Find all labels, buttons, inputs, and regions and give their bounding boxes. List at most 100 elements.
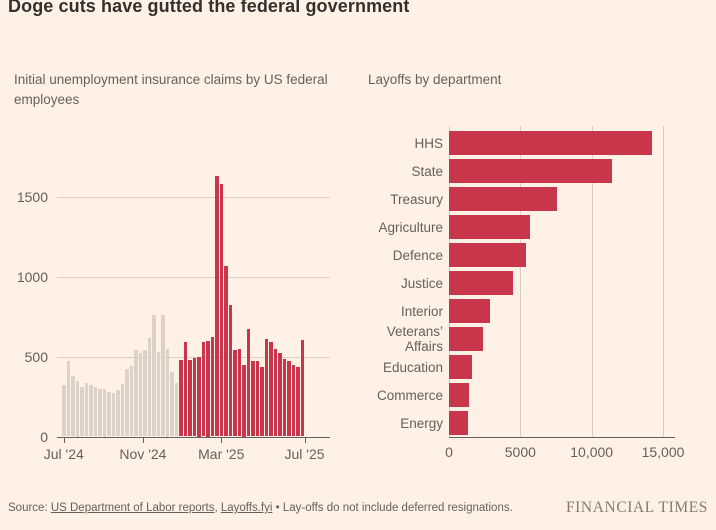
- y-axis-tick-label: 500: [24, 348, 48, 365]
- claims-bar: [197, 356, 201, 437]
- x-axis-tick-label: 5000: [504, 444, 536, 460]
- claims-bar: [125, 369, 129, 437]
- claims-bar: [107, 391, 111, 437]
- x-axis-tick-label: Jul '25: [284, 445, 325, 462]
- claims-bar: [129, 366, 133, 437]
- claims-bar: [242, 364, 246, 437]
- y-gridline: [57, 196, 330, 198]
- layoffs-bar: [449, 243, 527, 267]
- claims-bar: [287, 361, 291, 437]
- x-axis-tick-label: Nov '24: [119, 445, 167, 462]
- claims-bar: [170, 371, 174, 437]
- x-axis-tick: [142, 437, 144, 443]
- claims-bar: [75, 380, 79, 437]
- claims-bar: [116, 390, 120, 437]
- claims-bar: [246, 329, 250, 437]
- claims-bar: [98, 389, 102, 437]
- category-label: Treasury: [390, 191, 443, 207]
- y-axis-tick-label: 0: [40, 428, 48, 445]
- claims-bar: [183, 342, 187, 437]
- source-note: • Lay-offs do not include deferred resig…: [272, 502, 513, 514]
- claims-bar: [62, 385, 66, 437]
- y-axis-tick-label: 1000: [16, 268, 48, 285]
- category-label: HHS: [414, 135, 443, 151]
- claims-bar: [120, 383, 124, 437]
- claims-bar: [161, 314, 165, 437]
- claims-bar: [296, 366, 300, 437]
- layoffs-bar: [449, 187, 558, 211]
- x-axis-tick-label: 15,000: [641, 444, 685, 460]
- x-gridline: [663, 126, 664, 437]
- claims-bar: [278, 353, 282, 437]
- claims-bar: [71, 375, 75, 437]
- category-label: Justice: [400, 275, 443, 291]
- claims-bar: [89, 385, 93, 437]
- financial-times-logo: FINANCIAL TIMES: [565, 499, 708, 516]
- source-prefix: Source:: [8, 502, 51, 514]
- claims-bar: [147, 338, 151, 437]
- claims-bar: [233, 350, 237, 437]
- claims-bar: [269, 342, 273, 437]
- x-axis-tick-label: 10,000: [570, 444, 614, 460]
- layoffs-bar: [449, 299, 491, 323]
- category-label: Defence: [392, 247, 443, 263]
- category-label: Veterans’ Affairs: [386, 324, 443, 354]
- claims-bar: [102, 388, 106, 437]
- claims-bar: [210, 337, 214, 437]
- x-gridline: [591, 126, 593, 437]
- claims-bar: [138, 353, 142, 437]
- category-label: State: [411, 163, 443, 179]
- right-chart-subtitle: Layoffs by department: [368, 72, 502, 87]
- layoffs-bar: [449, 215, 531, 239]
- claims-bar: [201, 342, 205, 437]
- category-label: Energy: [400, 415, 443, 431]
- source-link-layoffs-fyi[interactable]: Layoffs.fyi: [220, 502, 273, 514]
- y-gridline: [57, 276, 330, 278]
- claims-bar: [134, 350, 138, 437]
- source-separator: ,: [214, 502, 221, 514]
- footer: Source: US Department of Labor reports, …: [8, 499, 708, 517]
- claims-bar: [255, 361, 259, 437]
- claims-bar: [179, 359, 183, 437]
- x-axis-tick-label: Mar '25: [198, 445, 245, 462]
- left-chart-subtitle: Initial unemployment insurance claims by…: [14, 72, 328, 107]
- claims-bar: [111, 393, 115, 437]
- x-axis-tick-label: Jul '24: [43, 445, 84, 462]
- category-label: Interior: [400, 303, 443, 319]
- claims-bar: [224, 266, 228, 437]
- claims-bar: [174, 382, 178, 437]
- claims-bar: [264, 338, 268, 437]
- y-gridline: [57, 356, 330, 358]
- claims-bar: [291, 365, 295, 437]
- layoffs-bar: [449, 383, 469, 407]
- source-link-labor-reports[interactable]: US Department of Labor reports: [50, 502, 215, 514]
- claims-bar: [273, 349, 277, 437]
- claims-bar: [300, 339, 304, 437]
- layoffs-bar: [449, 355, 472, 379]
- claims-bar: [228, 305, 232, 437]
- source-line: Source: US Department of Labor reports, …: [8, 502, 513, 514]
- layoffs-bar: [449, 271, 514, 295]
- x-gridline: [520, 126, 522, 437]
- page-title: Doge cuts have gutted the federal govern…: [8, 0, 410, 16]
- claims-bar: [93, 386, 97, 437]
- claims-bar: [156, 351, 160, 437]
- claims-bar: [152, 314, 156, 437]
- category-label: Commerce: [376, 387, 443, 403]
- category-label: Agriculture: [378, 219, 443, 235]
- layoffs-bar: [449, 131, 652, 155]
- claims-bar: [282, 358, 286, 437]
- claims-bar: [192, 358, 196, 437]
- x-axis-line: [57, 436, 330, 438]
- x-axis-line: [449, 437, 675, 438]
- y-axis-tick-label: 1500: [16, 188, 48, 205]
- x-axis-tick: [63, 437, 65, 443]
- claims-bar: [237, 349, 241, 437]
- claims-bar: [165, 348, 169, 437]
- claims-bar: [188, 359, 192, 437]
- layoffs-bar: [449, 327, 484, 351]
- claims-bar: [260, 366, 264, 437]
